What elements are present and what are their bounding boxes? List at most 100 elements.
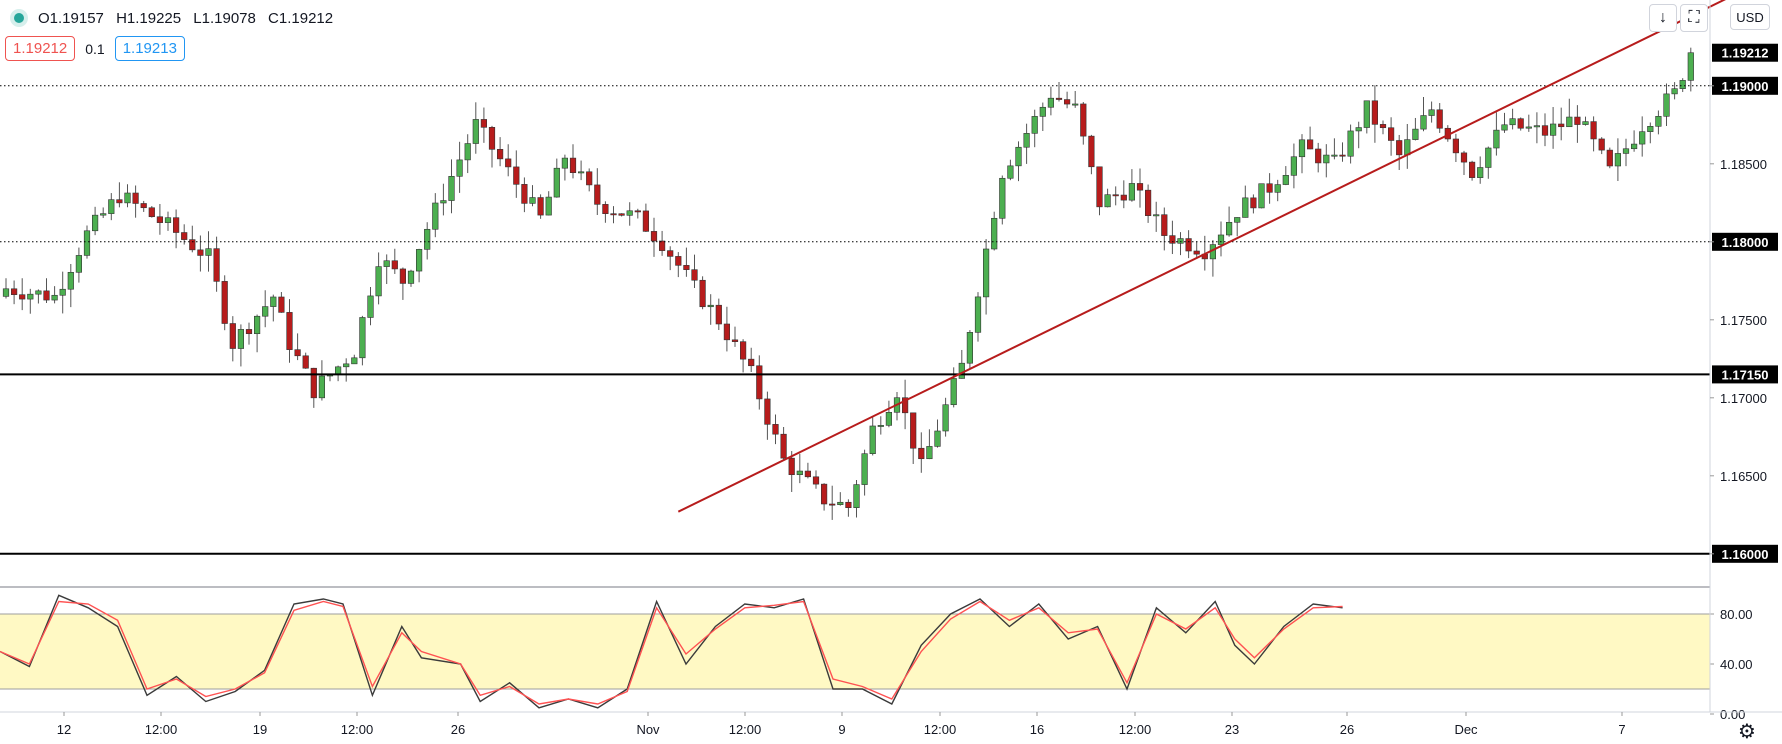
candle [999,175,1006,225]
candle-body [488,127,496,150]
price-level-tag [1712,365,1778,384]
candle-body [270,296,277,307]
candle-body [43,290,50,301]
candle [650,217,658,257]
candle [278,292,285,313]
candle-body [1064,99,1071,105]
time-tick-label: 7 [1618,722,1625,737]
candle-body [1420,115,1427,130]
candle [1323,144,1330,178]
candle-body [197,249,204,256]
candle [1582,116,1589,126]
candle-body [148,207,155,218]
candle [334,365,342,382]
candle-body [156,216,164,223]
trendline-layer[interactable] [677,0,1755,513]
candle-body [731,339,739,342]
candle [1501,112,1508,133]
candle-body [124,192,131,204]
candle [966,330,973,370]
candle-body [254,315,261,335]
sell-button[interactable]: 1.19212 [5,36,76,61]
ohlc-values: O1.19157 H1.19225 L1.19078 C1.19212 [38,10,341,27]
candle [407,269,415,287]
candle-body [545,196,552,216]
candle [1428,101,1435,123]
candle [189,225,196,253]
candle [197,235,204,272]
candle [1055,81,1063,102]
candle [602,201,609,223]
time-tick-label: 12:00 [1119,722,1152,737]
candle-body [513,166,520,185]
gear-icon[interactable]: ⚙ [1738,721,1756,743]
order-tags: 1.19212 0.1 1.19213 [5,36,185,61]
candle [480,107,488,143]
candle-body [699,279,706,308]
candle [83,225,91,259]
candle-body [1258,183,1265,209]
candle-body [594,184,601,205]
candle [1274,179,1281,202]
fullscreen-icon[interactable]: ⛶ [1680,4,1708,32]
candle-body [1266,183,1273,193]
candle-body [1136,183,1144,191]
price-level-label: 1.16000 [1722,547,1769,562]
candle [1404,123,1411,169]
candle [1169,220,1176,255]
candle-body [399,268,407,284]
ohlc-open: O1.19157 [38,9,104,27]
candle [1120,180,1127,209]
candle-body [1217,234,1225,245]
candle [1282,166,1289,186]
candle-body [610,213,617,216]
candle-body [1023,133,1030,148]
candle [707,294,714,325]
candle-body [1096,166,1103,208]
candle [254,314,261,353]
candle [351,354,358,365]
candle [1226,206,1233,237]
candle [586,168,593,192]
candle-body [1428,109,1435,116]
currency-button[interactable]: USD [1730,4,1770,30]
candle [1477,156,1484,184]
candle-body [1566,116,1573,128]
candle [861,449,868,496]
candle [35,289,42,304]
buy-button[interactable]: 1.19213 [114,36,185,61]
candle-body [796,470,803,476]
time-tick-label: 12:00 [145,722,178,737]
candle [829,485,836,520]
candle-body [440,200,447,204]
candle [75,247,82,283]
candle-body [1331,154,1338,157]
arrow-down-icon[interactable]: ↓ [1649,4,1677,32]
candle [1590,116,1597,152]
candle-body [1606,149,1613,167]
candle [853,480,860,518]
candle-body [1655,116,1662,127]
candle-body [1533,125,1540,128]
candle-body [480,119,488,128]
candle-body [958,362,965,379]
candle [569,144,577,179]
candle-body [108,199,115,214]
candle [488,125,496,168]
candle-body [715,304,722,325]
candle [974,292,982,342]
candle [1606,147,1613,169]
candle-body [1404,139,1411,156]
candle [229,316,236,362]
candle [1128,169,1135,202]
candle-body [173,217,180,233]
candle-body [999,177,1006,219]
candle [1290,143,1297,189]
candle [1631,130,1638,152]
candle-body [189,239,196,251]
candle-body [966,332,973,364]
candle-body [642,210,649,232]
candle-body [27,293,34,300]
candle-body [505,158,512,168]
